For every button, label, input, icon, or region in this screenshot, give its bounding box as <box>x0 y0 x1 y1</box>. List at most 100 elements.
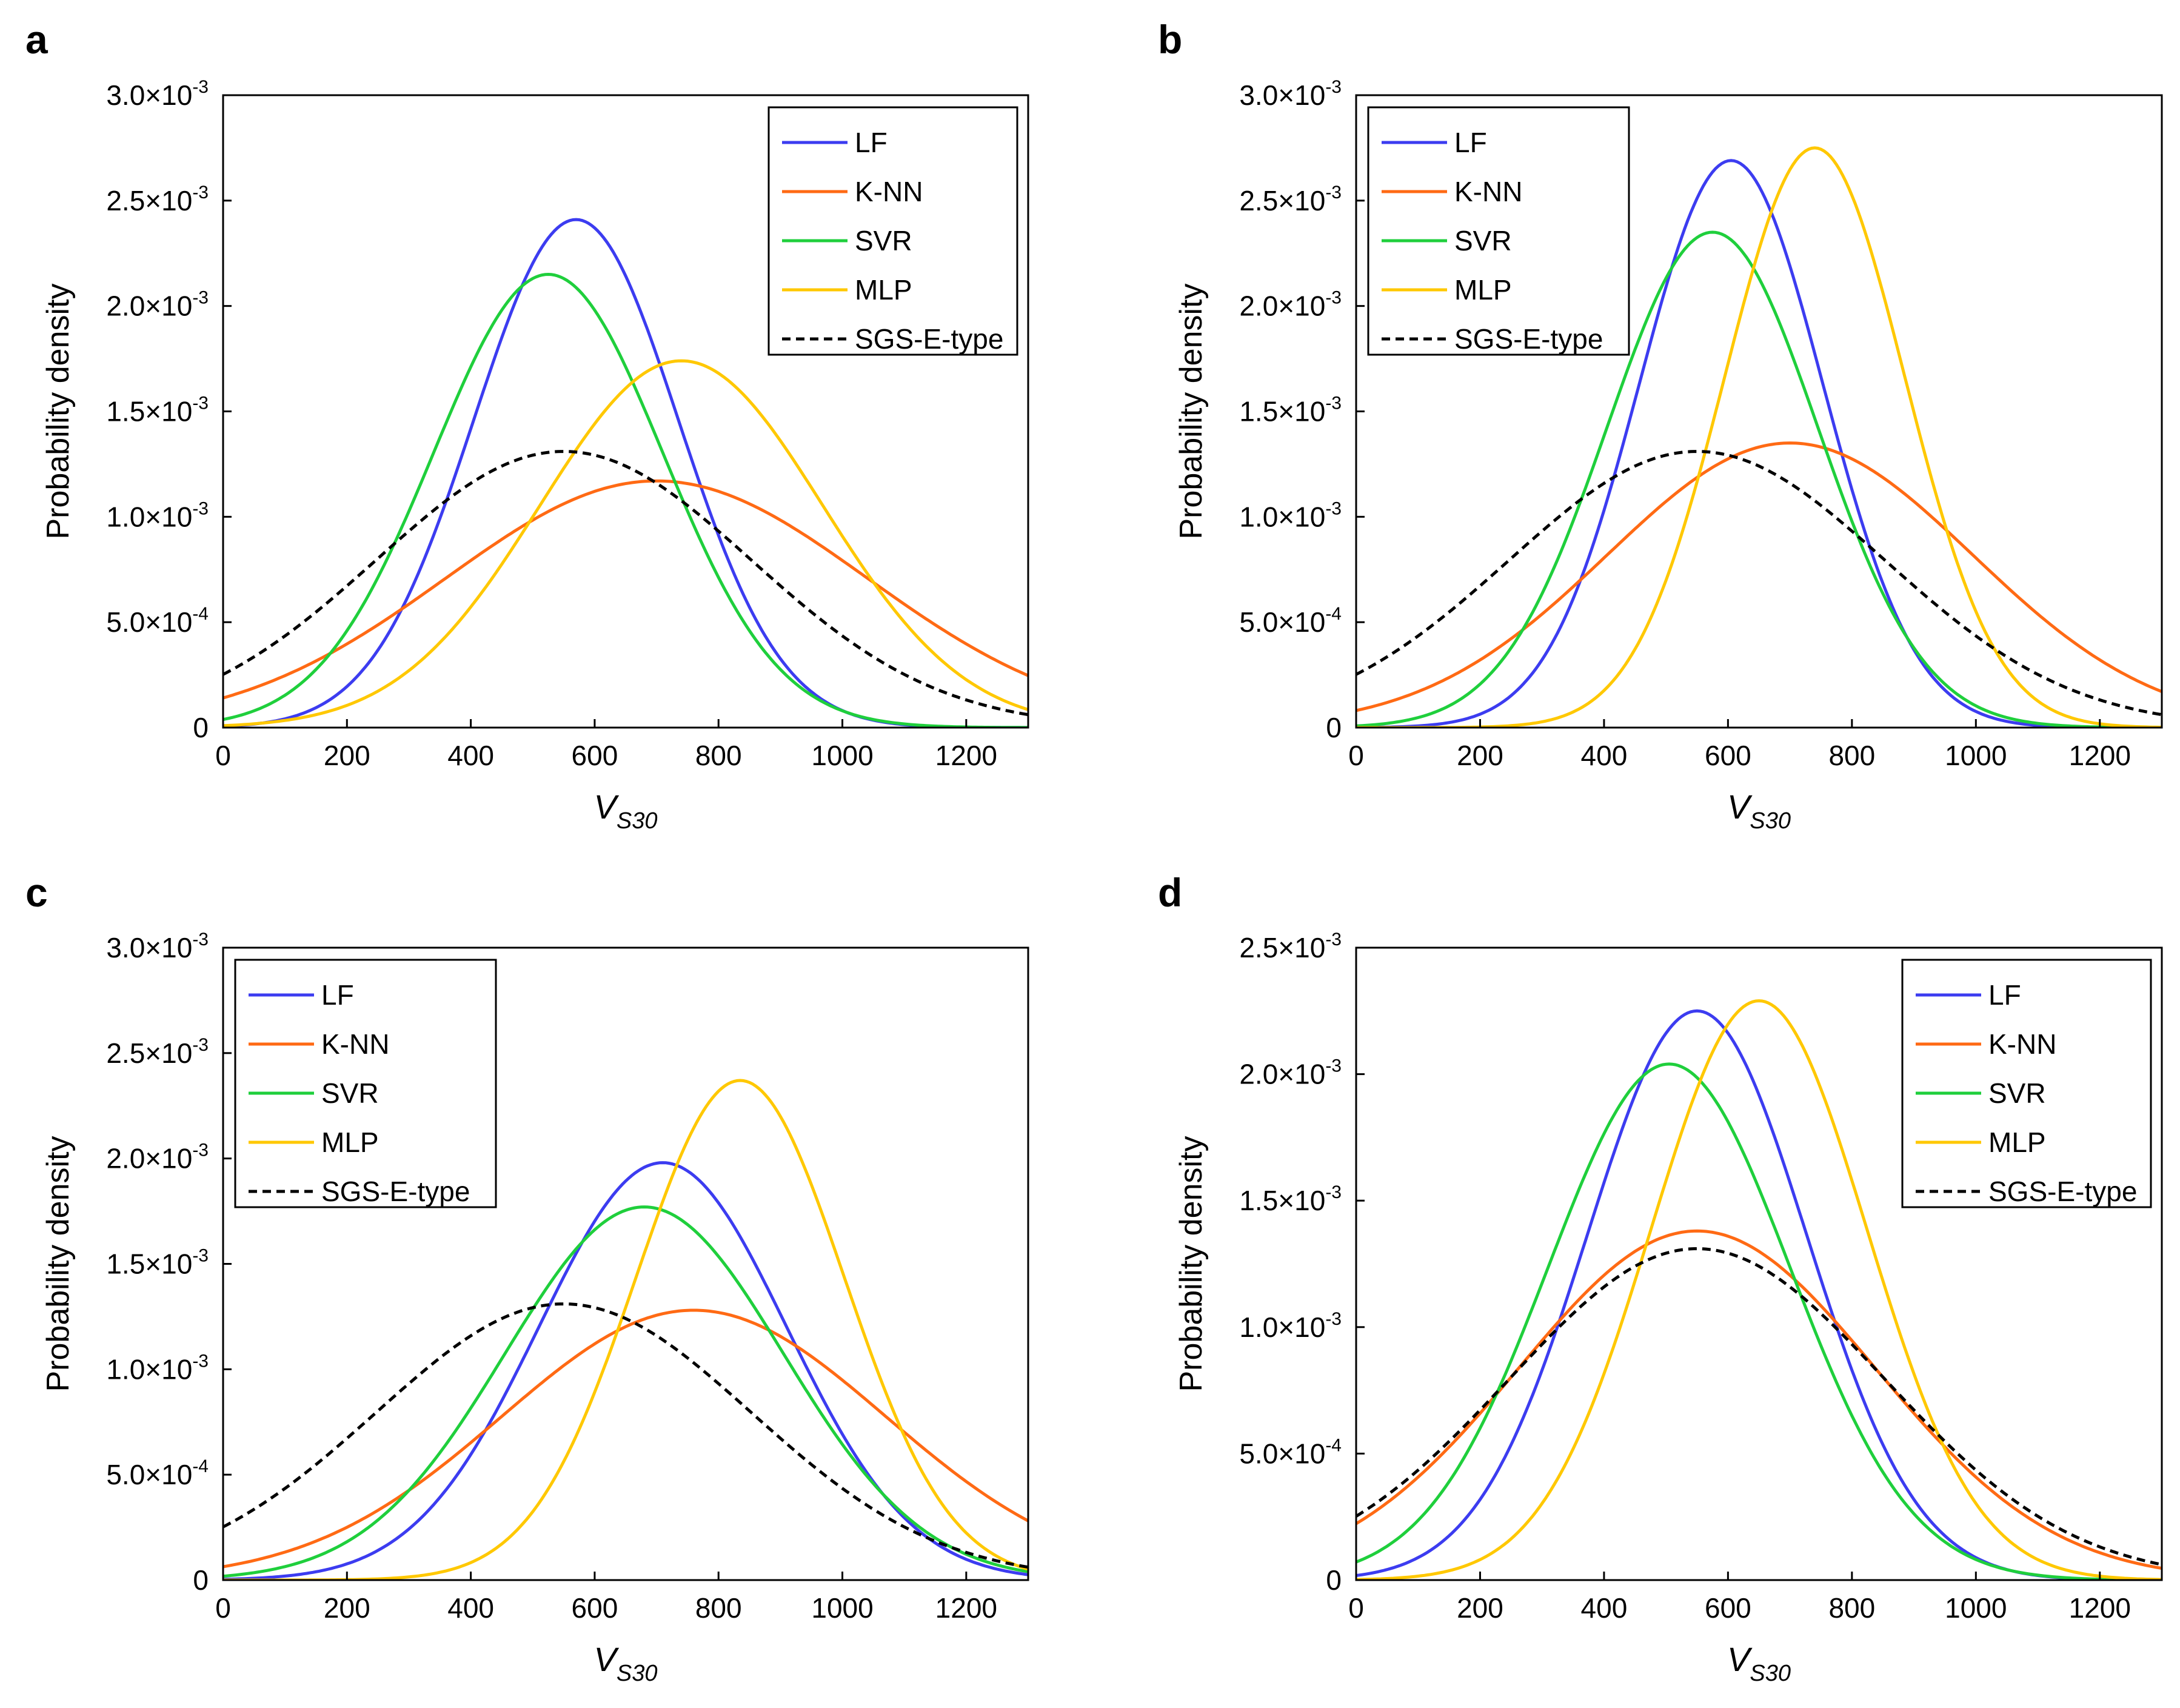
y-tick-label: 2.0×10-3 <box>1239 1056 1342 1090</box>
legend-label-mlp: MLP <box>1988 1127 2046 1158</box>
legend-label-lf: LF <box>1454 127 1487 158</box>
y-tick-label: 3.0×10-3 <box>1239 77 1342 111</box>
series-line-lf <box>1356 159 2162 728</box>
y-tick-label: 5.0×10-4 <box>106 604 209 638</box>
y-axis-label: Probability density <box>41 1136 76 1392</box>
y-tick-label: 2.0×10-3 <box>1239 288 1342 322</box>
x-tick-label: 1000 <box>1945 740 2007 771</box>
y-tick-label: 1.0×10-3 <box>1239 498 1342 532</box>
y-tick-label: 1.5×10-3 <box>1239 1182 1342 1216</box>
legend-label-svr: SVR <box>1988 1077 2046 1109</box>
x-tick-label: 400 <box>447 1592 494 1624</box>
y-tick-label: 2.5×10-3 <box>106 183 209 216</box>
x-tick-label: 0 <box>1348 1592 1364 1624</box>
x-tick-label: 1000 <box>1945 1592 2007 1624</box>
x-tick-label: 1000 <box>811 1592 873 1624</box>
x-tick-label: 600 <box>572 740 618 771</box>
x-tick-label: 0 <box>215 1592 231 1624</box>
series-line-svr <box>1356 1062 2162 1580</box>
y-tick-label: 5.0×10-4 <box>1239 604 1342 638</box>
y-tick-label: 2.0×10-3 <box>106 1140 209 1174</box>
series-line-svr <box>223 1205 1028 1578</box>
x-tick-label: 600 <box>1705 740 1751 771</box>
legend: LF K-NN SVR MLP SGS-E-type <box>1901 959 2152 1208</box>
x-tick-label: 800 <box>695 1592 742 1624</box>
series-line-sgs-e-type <box>1356 450 2162 717</box>
panel-label: b <box>1158 17 1182 62</box>
x-tick-label: 1200 <box>2069 1592 2131 1624</box>
series-line-sgs-e-type <box>223 1302 1028 1569</box>
x-tick-label: 400 <box>1581 1592 1628 1624</box>
curves <box>1356 146 2162 728</box>
y-tick-label: 2.5×10-3 <box>1239 929 1342 963</box>
x-tick-label: 600 <box>572 1592 618 1624</box>
panel-label: d <box>1158 870 1182 915</box>
legend-box <box>1367 106 1630 356</box>
x-tick-label: 0 <box>1348 740 1364 771</box>
y-axis-label: Probability density <box>41 284 76 540</box>
panel-b: b 0 200 400 600 800 1000 1200 0 5.0×10-4 1.0×10-3 1… <box>1158 17 2163 834</box>
legend-label-svr: SVR <box>855 225 912 256</box>
legend-label-k-nn: K-NN <box>1988 1028 2056 1060</box>
legend-label-sgs-e-type: SGS-E-type <box>855 323 1003 355</box>
x-tick-label: 200 <box>1457 1592 1503 1624</box>
y-tick-label: 1.5×10-3 <box>106 1246 209 1280</box>
x-tick-label: 1200 <box>2069 740 2131 771</box>
x-tick-label: 600 <box>1705 1592 1751 1624</box>
series-line-svr <box>223 272 1028 728</box>
y-axis-label: Probability density <box>1174 284 1209 540</box>
x-tick-label: 1200 <box>935 740 997 771</box>
legend-label-k-nn: K-NN <box>855 176 923 207</box>
series-line-k-nn <box>223 479 1028 700</box>
x-axis-label: VS30 <box>1727 1640 1791 1686</box>
legend-label-lf: LF <box>855 127 888 158</box>
panel-label: a <box>25 17 48 62</box>
y-tick-label: 3.0×10-3 <box>106 77 209 111</box>
legend-label-sgs-e-type: SGS-E-type <box>1454 323 1603 355</box>
legend-label-mlp: MLP <box>321 1127 379 1158</box>
legend-box <box>1901 959 2152 1208</box>
y-axis-label: Probability density <box>1174 1136 1209 1392</box>
x-tick-label: 800 <box>1828 740 1875 771</box>
legend: LF K-NN SVR MLP SGS-E-type <box>234 959 497 1208</box>
legend-label-sgs-e-type: SGS-E-type <box>321 1176 470 1207</box>
x-tick-label: 0 <box>215 740 231 771</box>
x-tick-label: 1200 <box>935 1592 997 1624</box>
series-line-sgs-e-type <box>1356 1247 2162 1566</box>
x-tick-label: 800 <box>1828 1592 1875 1624</box>
legend-box <box>234 959 497 1208</box>
panel-label: c <box>25 870 48 915</box>
series-line-mlp <box>1356 999 2162 1580</box>
plot-frame <box>1355 946 2163 1581</box>
y-tick-label: 2.0×10-3 <box>106 288 209 322</box>
legend-label-k-nn: K-NN <box>1454 176 1522 207</box>
y-tick-label: 3.0×10-3 <box>106 929 209 963</box>
legend-box <box>767 106 1018 356</box>
y-tick-label: 0 <box>193 1564 209 1596</box>
legend-label-k-nn: K-NN <box>321 1028 389 1060</box>
series-line-k-nn <box>223 1308 1028 1569</box>
y-tick-label: 0 <box>1326 1564 1342 1596</box>
legend-label-svr: SVR <box>321 1077 379 1109</box>
x-tick-label: 200 <box>324 740 370 771</box>
x-tick-label: 1000 <box>811 740 873 771</box>
series-line-k-nn <box>1356 1229 2162 1570</box>
x-tick-label: 400 <box>447 740 494 771</box>
panel-a: a 0 200 400 600 800 1000 1200 0 5.0×10-4 1.0×10-3 1… <box>25 17 1029 834</box>
series-line-svr <box>1356 230 2162 728</box>
legend-label-lf: LF <box>321 979 354 1011</box>
legend: LF K-NN SVR MLP SGS-E-type <box>1367 106 1630 356</box>
legend-label-lf: LF <box>1988 979 2021 1011</box>
legend-label-svr: SVR <box>1454 225 1512 256</box>
y-tick-label: 1.0×10-3 <box>106 1351 209 1385</box>
y-tick-label: 0 <box>1326 712 1342 743</box>
y-tick-label: 5.0×10-4 <box>106 1456 209 1490</box>
x-axis-label: VS30 <box>594 788 658 834</box>
legend: LF K-NN SVR MLP SGS-E-type <box>767 106 1018 356</box>
x-tick-label: 200 <box>1457 740 1503 771</box>
y-tick-label: 1.5×10-3 <box>106 394 209 427</box>
legend-label-mlp: MLP <box>855 274 912 306</box>
legend-label-sgs-e-type: SGS-E-type <box>1988 1176 2137 1207</box>
x-axis-label: VS30 <box>594 1640 658 1686</box>
